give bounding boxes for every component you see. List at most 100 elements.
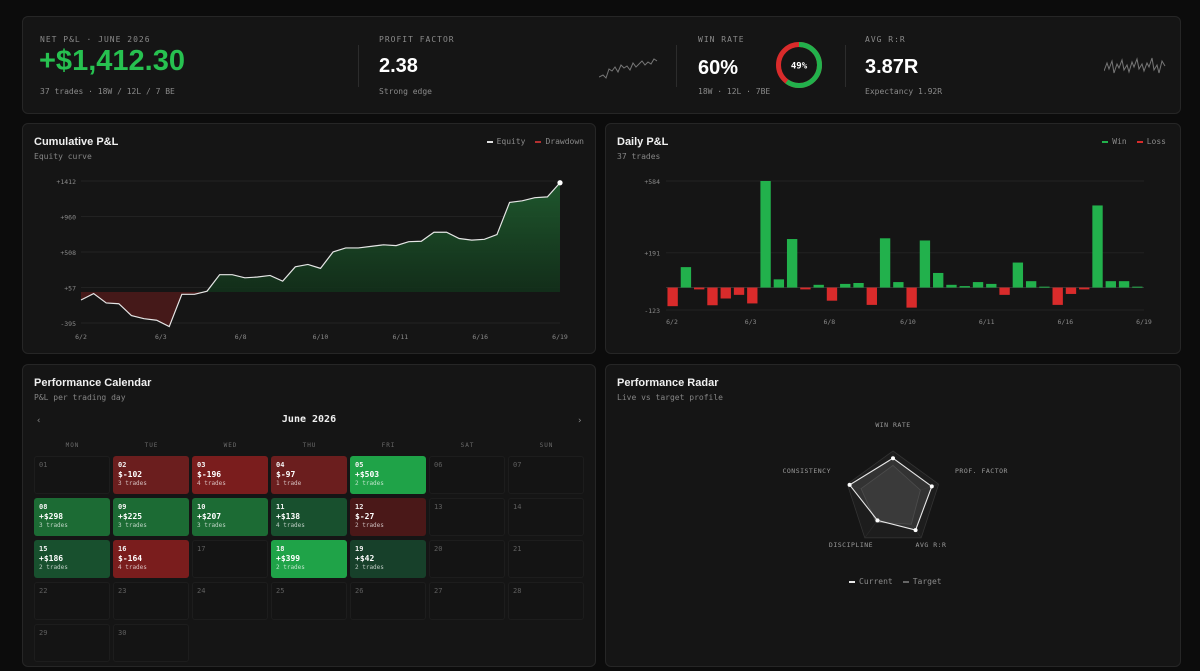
calendar-day[interactable]: 04 $-97 1 trade [271, 456, 347, 494]
daily-bar [786, 239, 798, 288]
calendar-day[interactable]: 01 [34, 456, 110, 494]
day-number: 07 [513, 461, 522, 469]
day-number: 08 [39, 503, 48, 511]
calendar-day[interactable]: 19 +$42 2 trades [350, 540, 426, 578]
calendar-day[interactable]: 21 [508, 540, 584, 578]
cumulative-pnl-card: Cumulative P&L Equity curve Equity Drawdo… [22, 123, 596, 354]
calendar-subtitle: P&L per trading day [34, 393, 126, 402]
next-month-button[interactable]: › [577, 416, 583, 426]
radar-axis-label: CONSISTENCY [782, 467, 831, 475]
calendar-day[interactable]: 30 [113, 624, 189, 662]
day-trade-count: 4 trades [276, 522, 305, 529]
day-number: 09 [118, 503, 127, 511]
daily-bar [972, 282, 984, 288]
legend-loss: Loss [1146, 137, 1166, 146]
daily-bar [959, 286, 970, 288]
calendar-day[interactable]: 10 +$207 3 trades [192, 498, 268, 536]
calendar-day[interactable]: 25 [271, 582, 347, 620]
x-tick-label: 6/3 [155, 333, 167, 341]
cumulative-subtitle: Equity curve [34, 152, 92, 161]
calendar-day[interactable]: 05 +$503 2 trades [350, 456, 426, 494]
daily-bar [773, 279, 785, 288]
calendar-day[interactable]: 26 [350, 582, 426, 620]
weekday-header: MON [65, 442, 80, 449]
day-pnl: +$225 [118, 512, 143, 521]
day-number: 23 [118, 587, 127, 595]
daily-bar [760, 181, 771, 288]
calendar-day[interactable]: 11 +$138 4 trades [271, 498, 347, 536]
day-number: 13 [434, 503, 443, 511]
day-number: 28 [513, 587, 522, 595]
calendar-day[interactable]: 29 [34, 624, 110, 662]
x-tick-label: 6/8 [823, 318, 835, 326]
equity-line [80, 182, 561, 328]
daily-bar [733, 287, 745, 295]
calendar-day[interactable]: 02 $-102 3 trades [113, 456, 189, 494]
daily-bar [747, 287, 758, 304]
calendar-day[interactable]: 09 +$225 3 trades [113, 498, 189, 536]
daily-legend: Win Loss [1102, 137, 1166, 146]
day-number: 10 [197, 503, 206, 511]
calendar-day[interactable]: 27 [429, 582, 505, 620]
day-pnl: $-196 [197, 470, 222, 479]
legend-swatch [849, 580, 855, 583]
daily-bar [1105, 281, 1116, 288]
radar-point [913, 528, 918, 533]
daily-title: Daily P&L [617, 136, 669, 148]
calendar-day[interactable]: 23 [113, 582, 189, 620]
daily-bar [866, 287, 877, 305]
legend-win: Win [1112, 137, 1127, 146]
calendar-day[interactable]: 14 [508, 498, 584, 536]
kpi-divider [676, 45, 677, 87]
calendar-title: Performance Calendar [34, 377, 152, 389]
profit-factor-sparkline [599, 58, 658, 79]
kpi-divider [845, 45, 846, 87]
calendar-day[interactable]: 08 +$298 3 trades [34, 498, 110, 536]
day-trade-count: 2 trades [355, 522, 384, 529]
calendar-day[interactable]: 17 [192, 540, 268, 578]
radar-title: Performance Radar [617, 377, 719, 389]
prev-month-button[interactable]: ‹ [36, 416, 42, 426]
daily-pnl-card: Daily P&L 37 trades Win Loss +584 +191 -123… [605, 123, 1181, 354]
legend-current: Current [859, 577, 893, 586]
calendar-day[interactable]: 24 [192, 582, 268, 620]
calendar-day[interactable]: 06 [429, 456, 505, 494]
net-pnl-card: NET P&L · JUNE 2026 +$1,412.30 37 trades… [23, 17, 358, 113]
calendar-day[interactable]: 15 +$186 2 trades [34, 540, 110, 578]
day-pnl: +$42 [355, 554, 375, 563]
calendar-day[interactable]: 13 [429, 498, 505, 536]
day-pnl: +$138 [276, 512, 301, 521]
y-tick-label: -395 [60, 320, 76, 328]
day-trade-count: 4 trades [118, 564, 147, 571]
donut-center-label: 49% [791, 62, 808, 72]
day-pnl: +$399 [276, 554, 301, 563]
equity-area [81, 182, 560, 292]
day-pnl: $-102 [118, 470, 143, 479]
calendar-day[interactable]: 12 $-27 2 trades [350, 498, 426, 536]
calendar-day[interactable]: 16 $-164 4 trades [113, 540, 189, 578]
legend-swatch [535, 140, 542, 143]
calendar-day[interactable]: 03 $-196 4 trades [192, 456, 268, 494]
daily-bar [1052, 287, 1063, 305]
calendar-day[interactable]: 28 [508, 582, 584, 620]
day-number: 11 [276, 503, 285, 511]
calendar-day[interactable]: 18 +$399 2 trades [271, 540, 347, 578]
day-number: 20 [434, 545, 443, 553]
weekday-header: SUN [539, 442, 554, 449]
y-tick-label: +960 [60, 214, 76, 222]
kpi-strip: NET P&L · JUNE 2026 +$1,412.30 37 trades… [22, 16, 1181, 114]
x-tick-label: 6/16 [472, 333, 488, 341]
day-number: 05 [355, 461, 364, 469]
radar-point [891, 456, 895, 461]
day-trade-count: 3 trades [39, 522, 68, 529]
calendar-day[interactable]: 07 [508, 456, 584, 494]
daily-bar [919, 240, 931, 288]
day-pnl: $-164 [118, 554, 143, 563]
cumulative-chart: +1412 +960 +508 +57 -395 6/2 6/3 6/8 6/10 6/11 6/1… [56, 178, 567, 341]
win-rate-label: WIN RATE [698, 35, 745, 44]
legend-drawdown: Drawdown [545, 137, 584, 146]
calendar-day[interactable]: 20 [429, 540, 505, 578]
daily-bar [813, 284, 824, 288]
calendar-day[interactable]: 22 [34, 582, 110, 620]
performance-radar-card: Performance Radar Live vs target profile… [605, 364, 1181, 667]
